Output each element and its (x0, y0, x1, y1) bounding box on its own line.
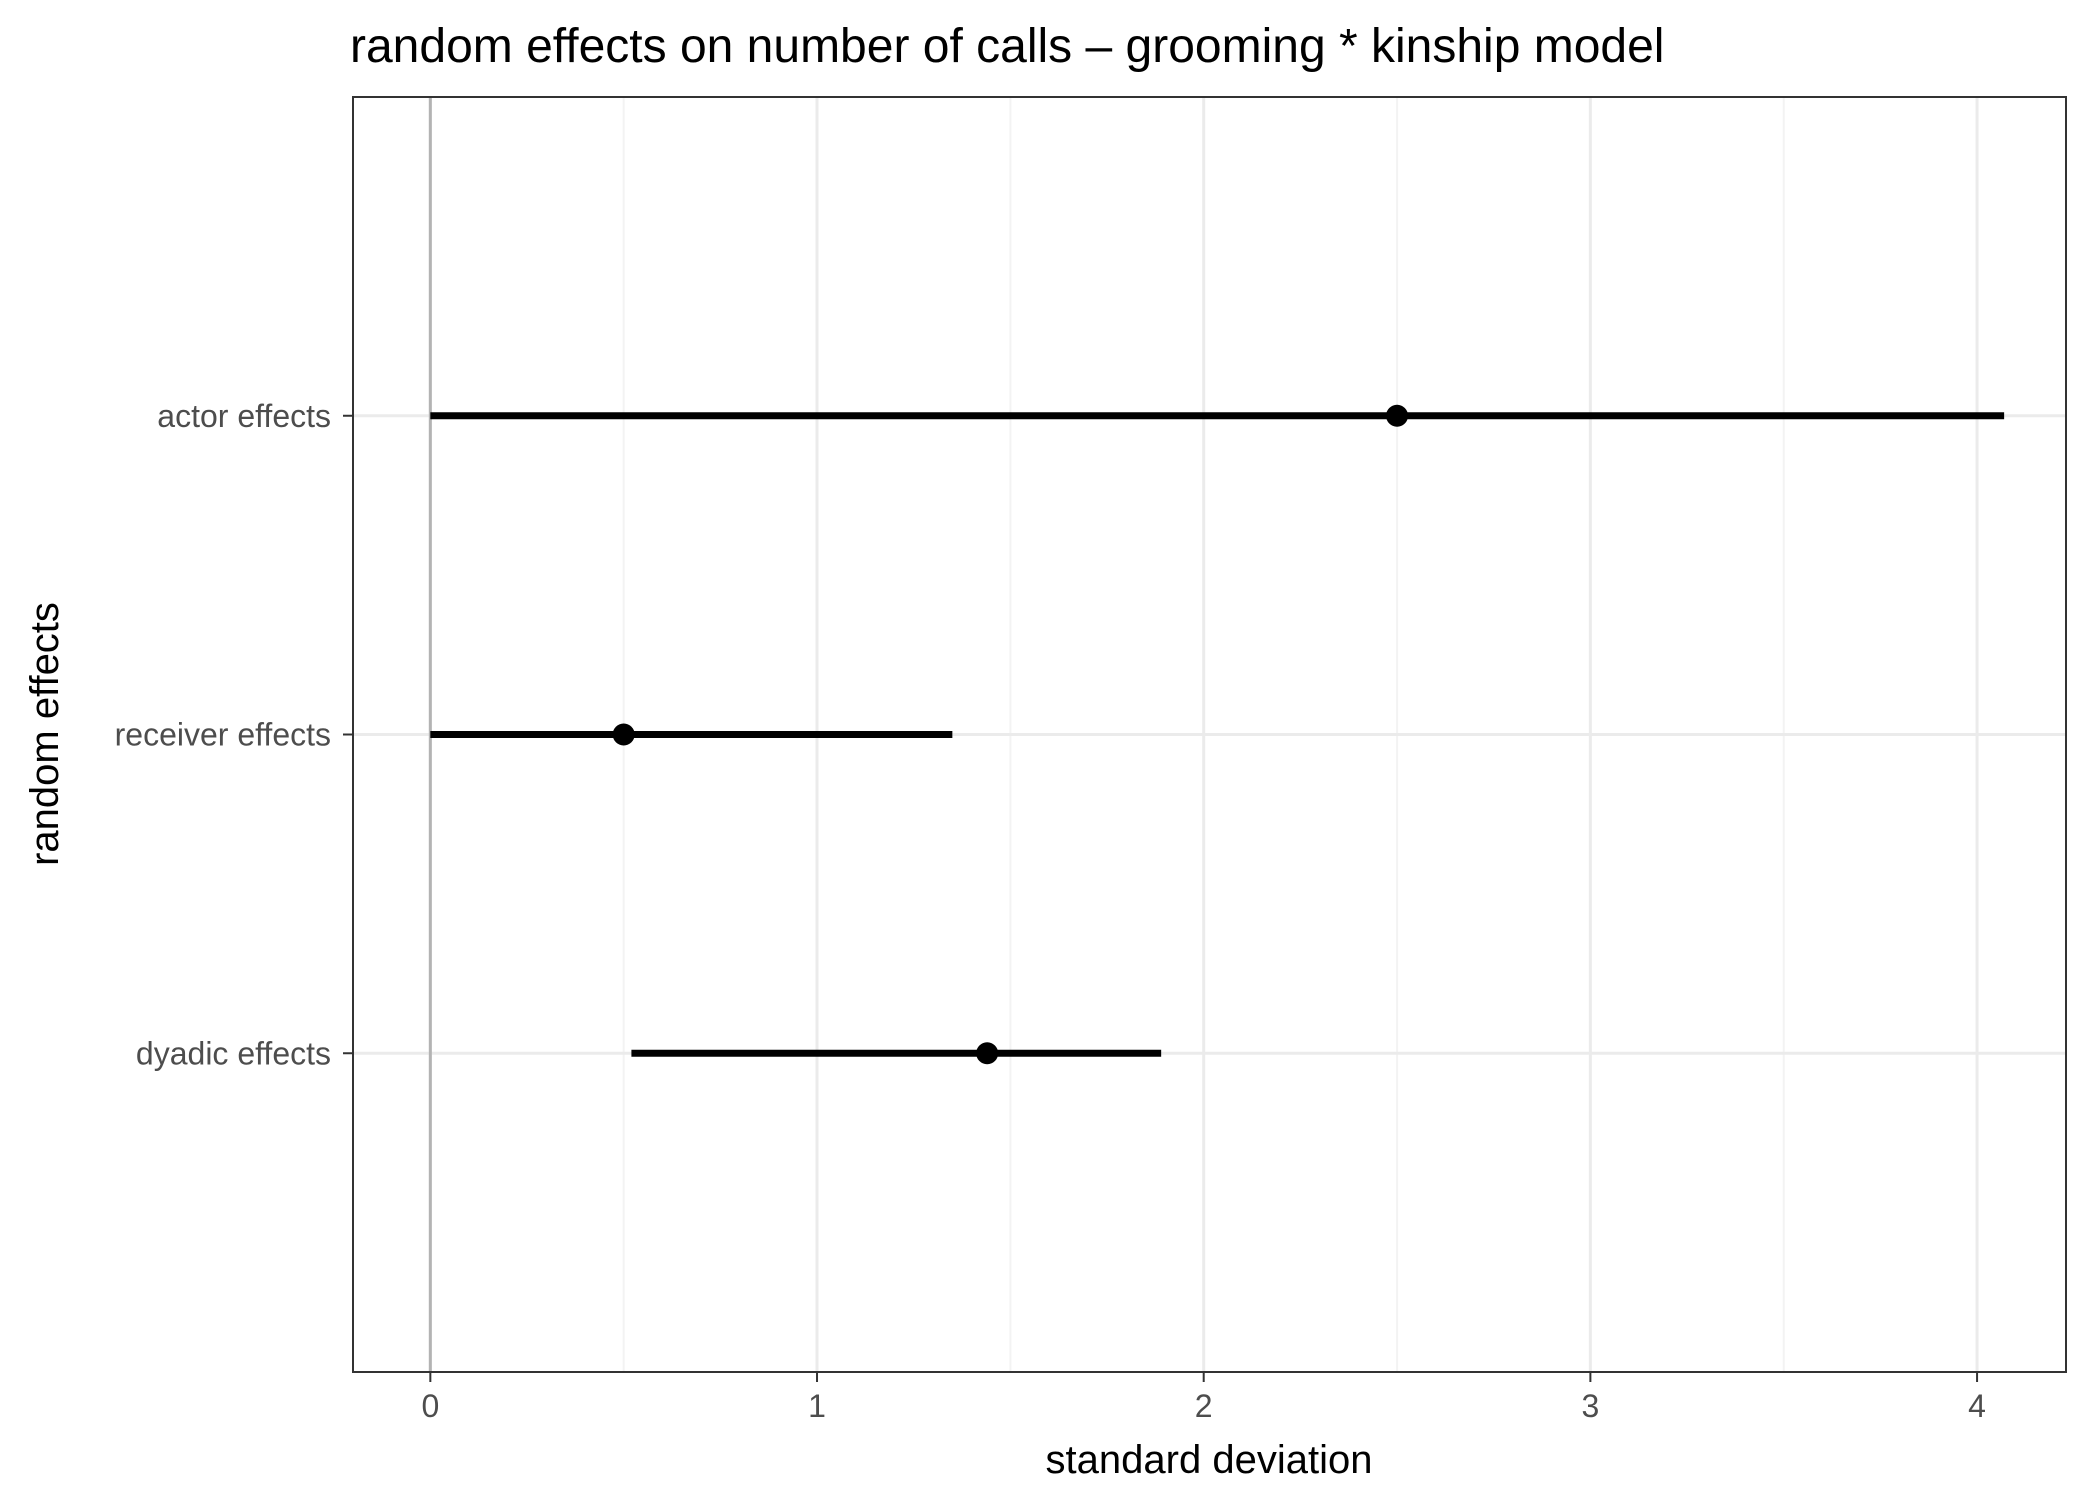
y-tick-label: dyadic effects (136, 1035, 331, 1071)
y-tick-label: receiver effects (115, 717, 331, 753)
estimate-point (976, 1042, 999, 1065)
y-axis-ticks: actor effects receiver effects dyadic effe… (115, 398, 353, 1071)
x-axis-ticks: 0 1 2 3 4 (421, 1372, 1986, 1424)
estimate-point (612, 723, 635, 746)
x-tick-label: 2 (1195, 1388, 1213, 1424)
y-axis-title: random effects (23, 602, 67, 866)
x-tick-label: 3 (1581, 1388, 1599, 1424)
x-tick-label: 1 (808, 1388, 826, 1424)
x-axis-title: standard deviation (1046, 1438, 1373, 1482)
x-tick-label: 0 (421, 1388, 439, 1424)
chart-title: random effects on number of calls – groo… (350, 20, 1664, 73)
x-tick-label: 4 (1968, 1388, 1986, 1424)
y-tick-label: actor effects (157, 398, 331, 434)
point-ranges (430, 404, 2005, 1065)
estimate-point (1386, 404, 1409, 427)
